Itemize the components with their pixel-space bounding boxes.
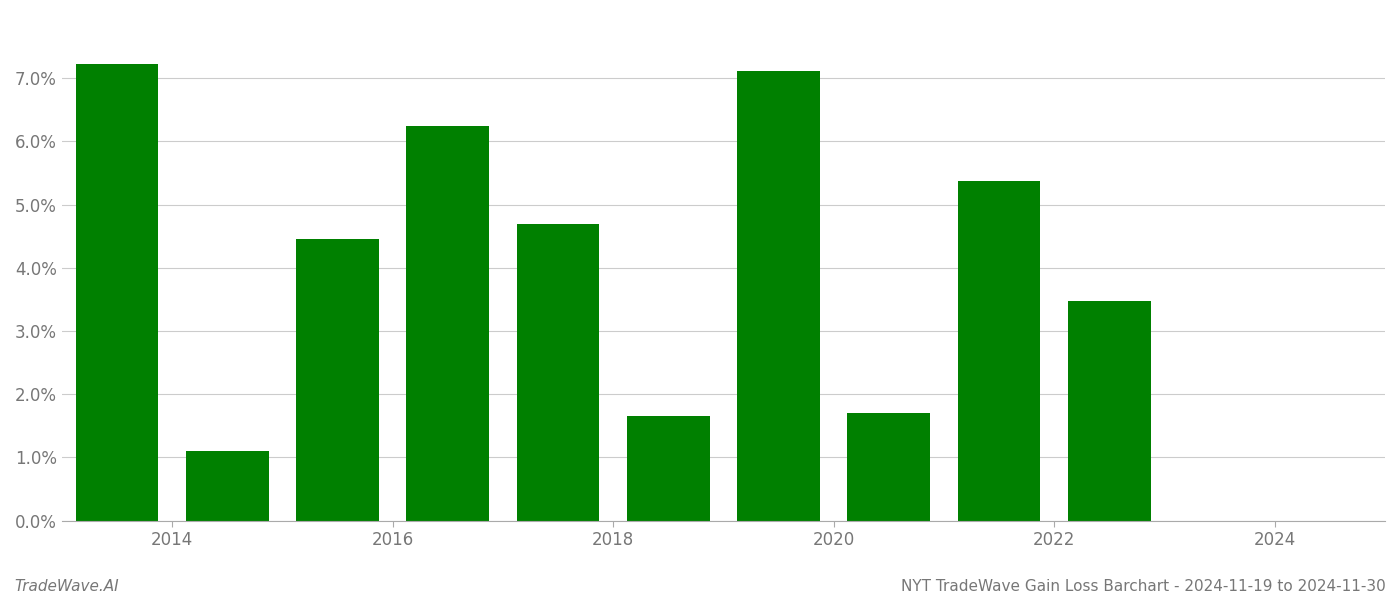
Bar xyxy=(406,125,489,521)
Bar xyxy=(76,64,158,521)
Bar xyxy=(847,413,930,521)
Bar xyxy=(627,416,710,521)
Bar xyxy=(1068,301,1151,521)
Bar xyxy=(517,224,599,521)
Bar xyxy=(738,71,820,521)
Text: NYT TradeWave Gain Loss Barchart - 2024-11-19 to 2024-11-30: NYT TradeWave Gain Loss Barchart - 2024-… xyxy=(902,579,1386,594)
Text: TradeWave.AI: TradeWave.AI xyxy=(14,579,119,594)
Bar xyxy=(297,239,379,521)
Bar xyxy=(186,451,269,521)
Bar xyxy=(958,181,1040,521)
